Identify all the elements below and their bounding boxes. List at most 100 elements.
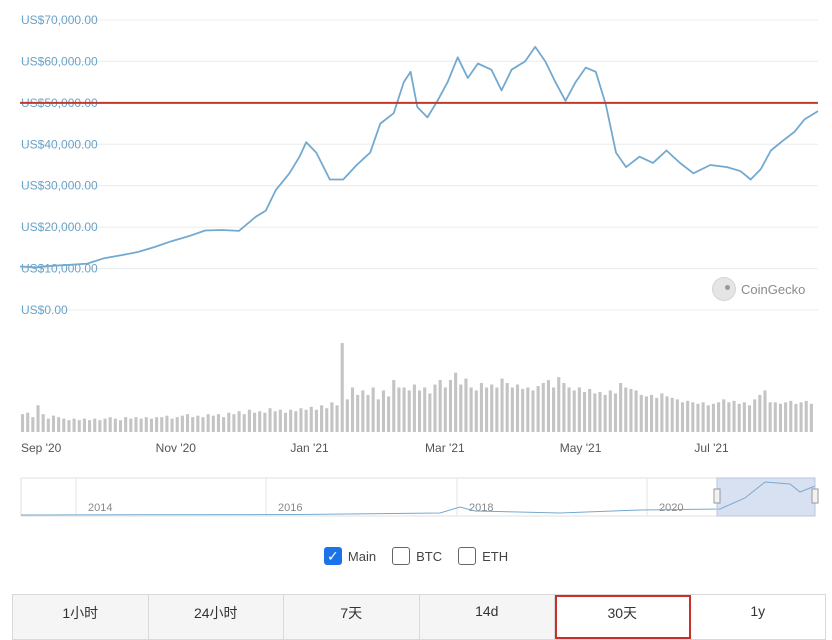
volume-bar (557, 377, 561, 432)
legend-btc-label: BTC (416, 548, 443, 564)
volume-bar (552, 387, 556, 432)
volume-bar (691, 402, 695, 432)
tab-14d[interactable]: 14d (420, 595, 555, 639)
volume-bar (191, 417, 195, 432)
volume-bar (149, 418, 153, 432)
volume-bar (722, 399, 726, 432)
x-tick-label: Jan '21 (290, 441, 329, 455)
volume-bar (232, 414, 236, 432)
navigator-right-handle[interactable] (811, 488, 819, 504)
volume-bar (387, 396, 391, 432)
y-tick-label: US$60,000.00 (21, 54, 98, 68)
volume-bar (433, 384, 437, 432)
checkbox-unchecked-icon[interactable] (392, 547, 411, 565)
tab-7d[interactable]: 7天 (284, 595, 420, 639)
volume-bar (650, 394, 654, 432)
volume-bar (247, 409, 251, 432)
volume-bar (804, 400, 808, 432)
volume-bar (696, 403, 700, 432)
volume-bar (809, 403, 813, 432)
volume-bar (113, 418, 117, 432)
volume-bar (392, 380, 396, 432)
navigator-selection[interactable] (716, 477, 816, 517)
volume-bar (118, 420, 123, 432)
volume-bar (495, 387, 499, 432)
volume-bar (51, 415, 56, 432)
volume-bar (665, 396, 669, 432)
volume-bar (794, 403, 798, 432)
y-tick-label: US$20,000.00 (21, 220, 98, 234)
volume-bar (567, 387, 571, 432)
volume-bar (639, 394, 643, 432)
volume-bar (572, 390, 576, 432)
volume-bar (510, 387, 514, 432)
x-tick-label: May '21 (560, 441, 602, 455)
volume-bar (747, 405, 752, 432)
volume-bar (418, 390, 422, 432)
volume-bar (407, 390, 411, 432)
volume-bar (258, 411, 262, 432)
volume-bar (562, 383, 566, 432)
legend-eth[interactable]: ETH (458, 545, 508, 567)
tab-1h[interactable]: 1小时 (13, 595, 149, 639)
navigator-series (20, 481, 816, 516)
volume-bar (88, 420, 92, 432)
volume-bar (593, 393, 597, 432)
volume-bar (613, 393, 618, 432)
volume-bar (758, 394, 762, 432)
volume-bar (289, 409, 293, 432)
volume-bar (784, 402, 788, 432)
volume-bar (546, 380, 550, 432)
volume-bar (541, 383, 545, 432)
navigator-year-label: 2020 (659, 502, 683, 514)
legend-main-label: Main (347, 548, 377, 564)
volume-bar (634, 390, 638, 432)
volume-bar (57, 417, 61, 432)
volume-bar (46, 418, 50, 432)
navigator-left-handle[interactable] (713, 488, 721, 504)
navigator[interactable]: 2014 2016 2018 2020 (20, 477, 819, 517)
volume-bar (185, 414, 190, 432)
volume-bar (82, 418, 86, 432)
navigator-frame (20, 477, 816, 517)
y-tick-label: US$0.00 (21, 303, 68, 317)
volume-bar (742, 402, 746, 432)
volume-bar (454, 372, 458, 432)
volume-bar (330, 402, 334, 432)
y-axis-labels: US$70,000.00US$60,000.00US$50,000.00US$4… (21, 13, 98, 317)
volume-bar (361, 390, 365, 432)
volume-bar (459, 384, 463, 432)
checkbox-unchecked-icon[interactable] (458, 547, 477, 565)
volume-bar (531, 390, 535, 432)
volume-bar (201, 417, 205, 432)
volume-bar (711, 403, 715, 432)
volume-bar (350, 387, 355, 432)
volume-bar (31, 417, 35, 432)
volume-bar (624, 387, 628, 432)
volume-bar (283, 412, 288, 432)
tab-30d[interactable]: 30天 (555, 595, 691, 639)
tab-1y[interactable]: 1y (690, 595, 825, 639)
price-line (19, 46, 819, 269)
volume-bar (412, 384, 416, 432)
volume-bar (706, 405, 710, 432)
gecko-logo-icon (712, 277, 736, 301)
legend-btc[interactable]: BTC (392, 545, 442, 567)
volume-bar (206, 414, 210, 432)
volume-bar (588, 388, 592, 432)
tab-24h[interactable]: 24小时 (149, 595, 284, 639)
volume-bar (237, 411, 241, 432)
volume-bar (278, 409, 282, 432)
volume-bar (108, 417, 112, 432)
volume-bar (629, 388, 633, 432)
volume-bar (675, 399, 679, 432)
volume-bar (701, 402, 705, 432)
volume-bar (67, 420, 71, 432)
volume-bar (485, 387, 489, 432)
legend-main[interactable]: ✓ Main (323, 545, 377, 567)
volume-bar (655, 397, 659, 432)
volume-bar (175, 417, 179, 432)
checkbox-checked-icon[interactable]: ✓ (323, 547, 342, 565)
legend-eth-label: ETH (482, 548, 509, 564)
navigator-year-label: 2016 (278, 502, 302, 514)
